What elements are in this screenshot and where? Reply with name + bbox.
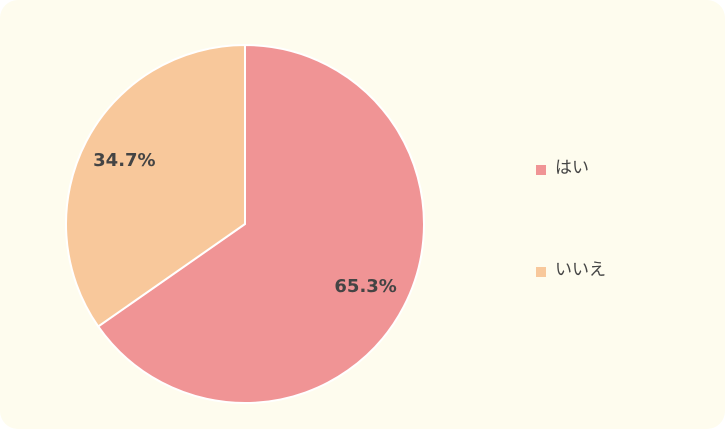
legend-swatch [536, 267, 546, 277]
legend-label: いいえ [555, 260, 606, 280]
legend-label: はい [555, 158, 589, 178]
pie-slice [96, 43, 425, 404]
pie-slice [65, 43, 246, 328]
legend-swatch [536, 165, 546, 175]
data-label: 65.3% [334, 276, 396, 297]
data-label: 34.7% [93, 150, 155, 171]
